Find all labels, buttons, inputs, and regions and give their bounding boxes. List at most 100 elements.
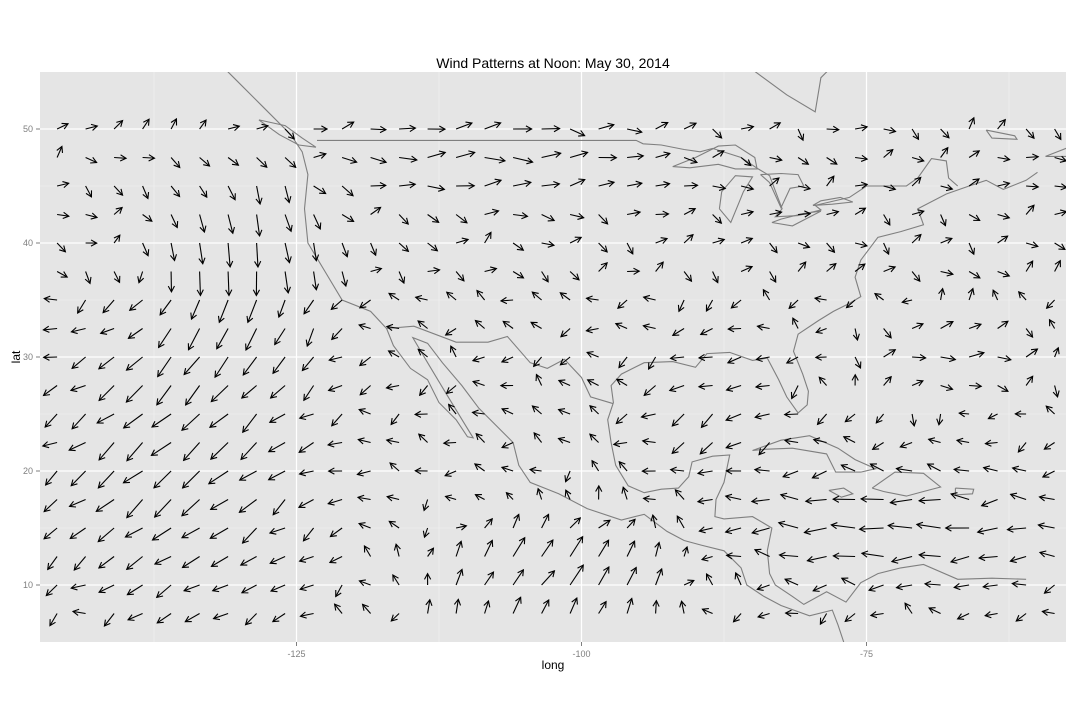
- wind-arrow: [427, 125, 447, 133]
- wind-arrow: [505, 491, 514, 500]
- wind-arrow-shaft: [269, 527, 286, 534]
- wind-arrow: [370, 156, 388, 165]
- wind-arrow-shaft: [334, 603, 343, 614]
- wind-arrow-head: [976, 527, 985, 535]
- wind-arrow-shaft: [278, 299, 286, 318]
- wind-arrow: [303, 299, 315, 315]
- wind-arrow-shaft: [455, 525, 467, 529]
- wind-arrow-head: [95, 505, 103, 513]
- wind-arrow-shaft: [183, 442, 201, 461]
- wind-arrow: [769, 271, 777, 284]
- wind-arrow: [769, 177, 780, 187]
- wind-arrow: [71, 413, 87, 430]
- wind-arrow: [569, 564, 584, 586]
- wind-arrow-head: [953, 583, 961, 591]
- wind-arrow-shaft: [740, 266, 753, 273]
- wind-arrow: [326, 440, 343, 448]
- wind-arrow: [598, 242, 608, 253]
- wind-arrow-shaft: [182, 470, 200, 489]
- wind-arrow: [256, 157, 268, 169]
- wind-arrow-head: [142, 191, 150, 200]
- wind-arrow-shaft: [156, 385, 172, 406]
- wind-arrow: [819, 613, 828, 626]
- wind-arrow-shaft: [854, 263, 866, 272]
- wind-arrow: [151, 527, 172, 541]
- wind-arrow: [70, 470, 86, 487]
- wind-arrow-shaft: [598, 181, 615, 187]
- wind-arrow-shaft: [1007, 527, 1027, 531]
- wind-arrow: [992, 289, 999, 301]
- wind-arrow-shaft: [358, 522, 371, 529]
- wind-arrow-head: [859, 495, 868, 503]
- wind-arrow-shaft: [740, 126, 754, 130]
- wind-arrow-head: [535, 373, 543, 382]
- wind-arrow-head: [883, 218, 891, 226]
- wind-arrow: [642, 294, 656, 302]
- wind-arrow-head: [1006, 525, 1014, 533]
- wind-arrow-head: [387, 350, 396, 357]
- wind-arrow: [1052, 346, 1060, 358]
- wind-arrow-head: [505, 491, 513, 500]
- wind-arrow: [512, 513, 520, 529]
- wind-arrow-shaft: [541, 152, 561, 159]
- wind-arrow-shaft: [242, 413, 258, 433]
- wind-arrow-shaft: [626, 128, 642, 133]
- wind-arrow-head: [526, 157, 534, 165]
- wind-arrow-shaft: [154, 556, 172, 565]
- wind-arrow-shaft: [756, 356, 770, 361]
- wind-arrow-shaft: [268, 470, 286, 481]
- wind-arrow: [598, 214, 609, 225]
- wind-arrow: [240, 442, 258, 461]
- wind-arrow-head: [418, 388, 426, 397]
- wind-arrow-head: [757, 611, 765, 619]
- wind-arrow-shaft: [655, 542, 660, 557]
- wind-arrow-head: [386, 494, 394, 502]
- wind-arrow-head: [444, 470, 452, 477]
- wind-arrow-head: [992, 289, 999, 297]
- wind-arrow-head: [814, 353, 822, 361]
- wind-arrow: [385, 323, 400, 331]
- wind-arrow-head: [714, 216, 723, 225]
- wind-arrow-head: [298, 413, 307, 421]
- wind-arrow: [169, 242, 178, 262]
- wind-arrow-head: [643, 389, 651, 397]
- wind-arrow-shaft: [390, 613, 400, 622]
- wind-arrow-head: [184, 398, 192, 406]
- wind-arrow: [45, 584, 58, 597]
- wind-arrow-head: [945, 184, 954, 192]
- wind-arrow-head: [127, 332, 135, 340]
- wind-arrow: [783, 410, 799, 418]
- wind-arrow: [677, 299, 685, 313]
- wind-arrow-head: [860, 154, 869, 162]
- wind-arrow-head: [268, 527, 277, 535]
- wind-arrow: [341, 185, 354, 197]
- coastline-pacific-coast: [227, 72, 845, 642]
- wind-arrow-shaft: [883, 266, 896, 273]
- wind-arrow-shaft: [712, 150, 725, 158]
- wind-arrow-head: [170, 117, 178, 126]
- wind-arrow: [56, 242, 67, 253]
- wind-arrow-head: [97, 561, 106, 569]
- wind-arrow: [311, 242, 320, 262]
- wind-arrow-shaft: [1010, 493, 1027, 501]
- wind-arrow-shaft: [826, 157, 838, 165]
- wind-arrow-shaft: [170, 242, 176, 261]
- wind-arrow-shaft: [904, 602, 913, 614]
- wind-arrow-shaft: [613, 441, 628, 445]
- wind-arrow-head: [501, 442, 509, 449]
- wind-arrow-head: [773, 122, 782, 129]
- wind-arrow-head: [669, 354, 677, 362]
- wind-arrow: [858, 525, 884, 533]
- wind-arrow: [598, 539, 610, 557]
- wind-arrow-head: [725, 414, 733, 422]
- wind-arrow-head: [1031, 241, 1039, 249]
- wind-arrow: [151, 413, 172, 428]
- wind-arrow: [153, 556, 172, 565]
- wind-arrow-head: [363, 545, 371, 553]
- wind-arrow-head: [640, 412, 648, 420]
- wind-arrow-shaft: [532, 405, 542, 415]
- wind-arrow-head: [806, 556, 814, 564]
- wind-arrow: [806, 555, 827, 564]
- wind-arrow-head: [301, 363, 309, 372]
